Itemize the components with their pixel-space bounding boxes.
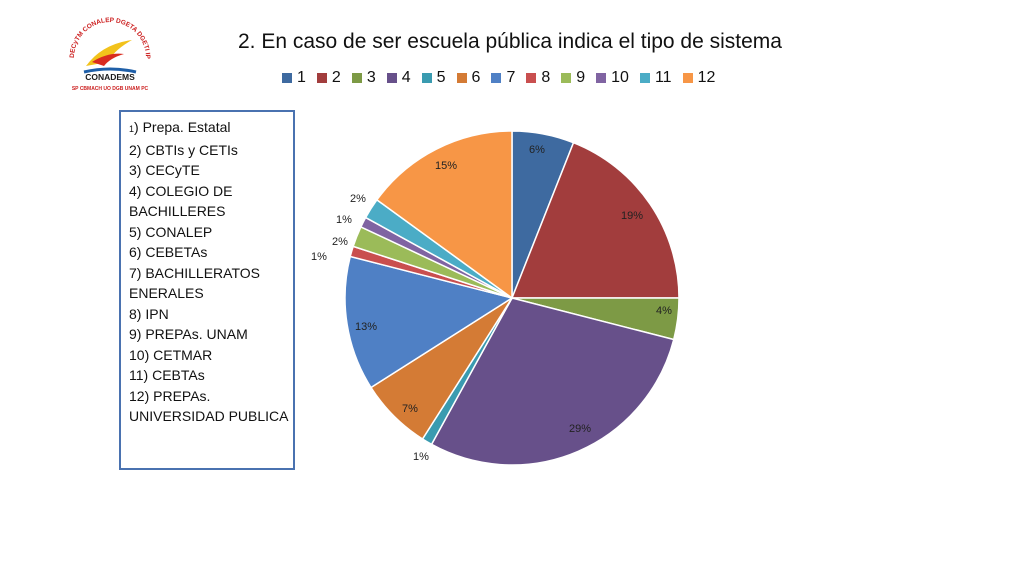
key-line: 5) CONALEP [129, 223, 213, 240]
legend-label: 3 [366, 69, 376, 86]
pie-label-9: 2% [332, 236, 348, 248]
pie-label-5: 1% [413, 451, 429, 463]
pie-slice-7 [344, 255, 514, 389]
legend-label: 10 [611, 69, 629, 86]
legend-swatch [316, 73, 327, 83]
pie-label-10: 1% [336, 214, 352, 226]
legend-item-1: 1 [282, 69, 306, 87]
legend-label: 12 [697, 69, 716, 86]
pie-label-1: 6% [529, 144, 545, 156]
legend-label: 6 [471, 69, 481, 86]
key-line: 12) PREPAs. [129, 387, 211, 404]
pie-label-2: 19% [621, 210, 643, 222]
legend-swatch [561, 73, 572, 83]
pie-slice-2 [510, 141, 680, 299]
pie-label-11: 2% [350, 193, 366, 205]
logo-center-text: CONADEMS [85, 72, 135, 82]
legend-label: 11 [654, 69, 672, 86]
key-line: 7) BACHILLERATOS [129, 264, 260, 281]
pie-label-3: 4% [656, 305, 672, 317]
legend-item-12: 12 [682, 69, 716, 87]
chart-title: 2. En caso de ser escuela pública indica… [238, 30, 782, 53]
key-line: ENERALES [129, 285, 204, 301]
legend-label: 8 [541, 69, 551, 86]
chart-legend: 1 2 3 4 5 6 7 8 9 10 11 12 [282, 69, 726, 87]
legend-item-6: 6 [456, 69, 481, 87]
legend-label: 1 [297, 69, 306, 86]
pie-label-12: 15% [435, 160, 457, 172]
legend-label: 4 [401, 69, 411, 86]
key-line: UNIVERSIDAD PUBLICA [129, 408, 289, 424]
legend-swatch [596, 73, 607, 83]
key-line: 11) CEBTAs [129, 367, 205, 383]
legend-swatch [282, 73, 292, 83]
legend-label: 9 [576, 69, 586, 86]
pie-slice-12 [375, 130, 513, 300]
key-line: 8) IPN [129, 305, 169, 322]
legend-swatch [639, 73, 650, 83]
legend-swatch [526, 73, 537, 83]
legend-item-4: 4 [386, 69, 411, 87]
pie-label-6: 7% [402, 403, 418, 415]
key-line: 1) Prepa. Estatal [129, 119, 231, 135]
legend-label: 5 [436, 69, 446, 86]
key-line: 3) CECyTE [129, 162, 200, 178]
key-line: 10) CETMAR [129, 346, 213, 363]
legend-item-2: 2 [316, 69, 341, 87]
legend-swatch [421, 73, 432, 83]
legend-swatch [491, 73, 502, 83]
pie-slice-4 [430, 297, 675, 466]
legend-item-7: 7 [491, 69, 515, 87]
legend-swatch [682, 73, 693, 83]
legend-item-9: 9 [561, 69, 585, 87]
legend-item-8: 8 [526, 69, 550, 87]
key-line: BACHILLERES [129, 203, 226, 219]
pie-label-4: 29% [569, 423, 591, 435]
key-line: 6) CEBETAs [129, 244, 208, 260]
school-system-key: 1) Prepa. Estatal 2) CBTIs y CETIs 3) CECy… [119, 110, 295, 470]
legend-swatch [456, 73, 467, 83]
legend-item-3: 3 [351, 69, 376, 87]
key-line: 4) COLEGIO DE [129, 182, 233, 199]
legend-item-10: 10 [596, 69, 629, 87]
logo-bottom-text: SP CBMACH UO DGB UNAM PC [72, 86, 149, 92]
pie-label-8: 1% [311, 251, 327, 263]
legend-swatch [386, 73, 397, 83]
pie-label-7: 13% [355, 321, 377, 333]
key-line: 2) CBTIs y CETIs [129, 141, 238, 158]
legend-label: 2 [331, 69, 341, 86]
legend-label: 7 [506, 69, 516, 86]
legend-swatch [351, 73, 362, 83]
legend-item-5: 5 [421, 69, 446, 87]
key-line: 9) PREPAs. UNAM [129, 326, 248, 342]
conadems-logo: DECyTM CONALEP DGETA DGETI IPN CONADEMS … [62, 10, 151, 92]
legend-item-11: 11 [639, 69, 672, 87]
